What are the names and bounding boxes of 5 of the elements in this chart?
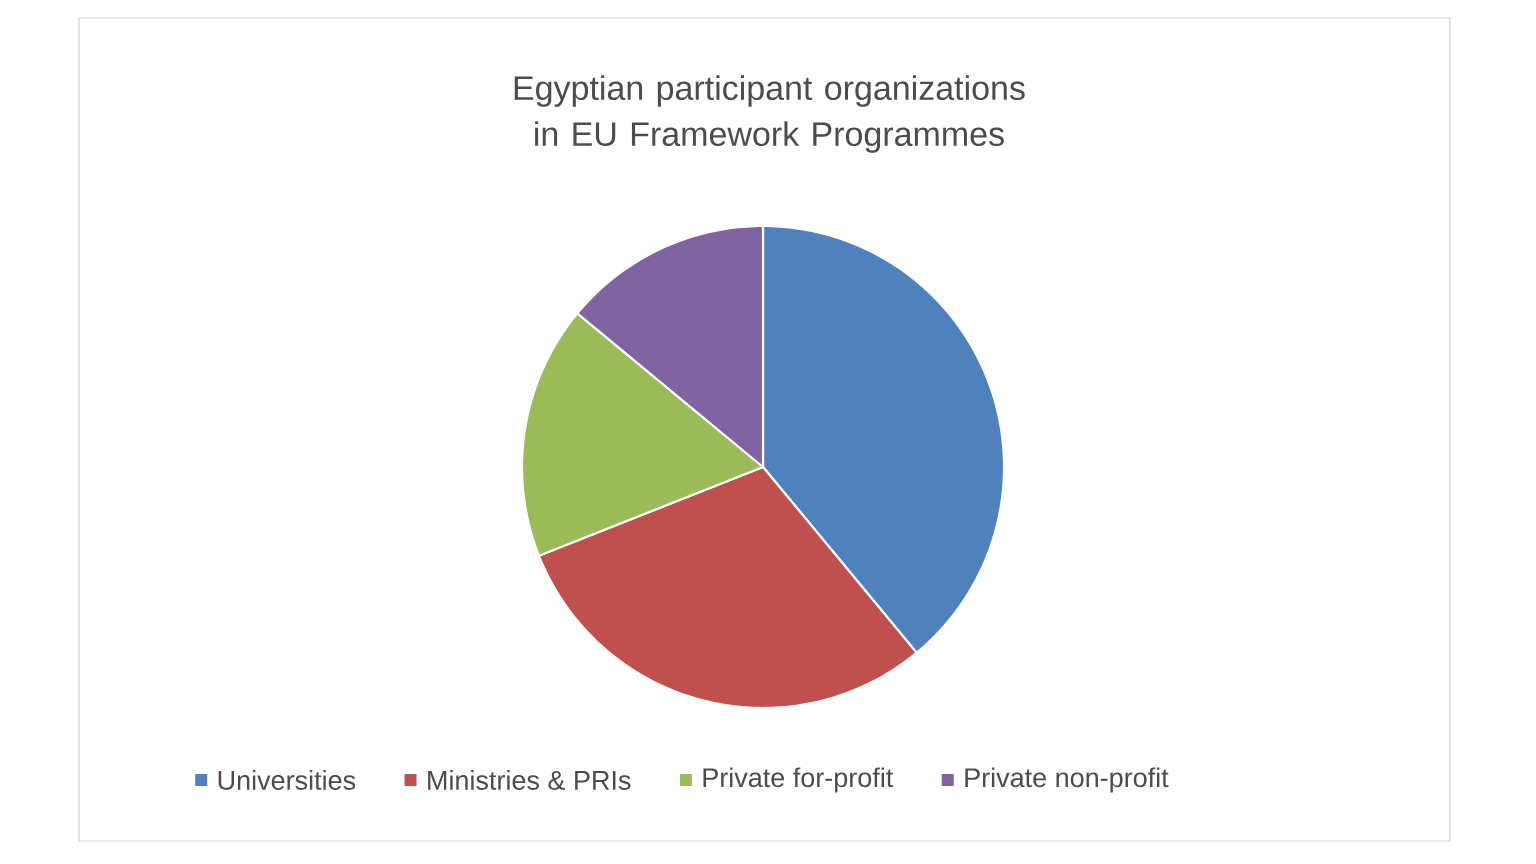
legend-label: Private for-profit — [703, 767, 894, 793]
legend-label: Private non-profit — [965, 767, 1169, 793]
legend-label: Universities — [218, 770, 356, 790]
chart-title: Egyptian participant organizations in EU Framework Programmes — [514, 75, 1025, 153]
legend-label: Ministries & PRIs — [428, 770, 631, 790]
